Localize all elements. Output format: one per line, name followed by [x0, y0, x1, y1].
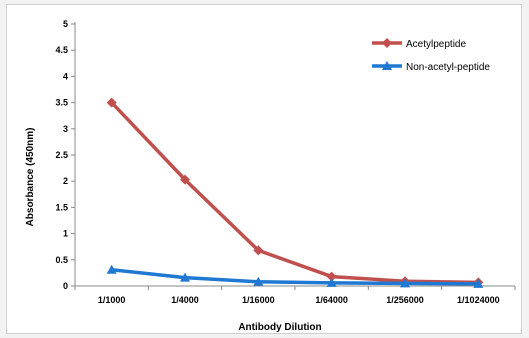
x-tick-label: 1/16000 — [242, 295, 275, 305]
series-layer — [106, 97, 484, 288]
x-axis: 1/1000 1/4000 1/16000 1/64000 1/256000 1/1024… — [74, 285, 516, 305]
chart-frame — [6, 4, 522, 334]
y-axis: 0 0.5 1 1.5 2 2.5 3 3.5 4 4.5 5 — [55, 19, 76, 291]
x-tick-label: 1/4000 — [171, 295, 199, 305]
x-axis-title: Antibody Dilution — [238, 322, 321, 333]
y-tick-label: 3 — [63, 124, 68, 134]
data-point-acetylpeptide — [180, 174, 190, 185]
y-tick-label: 0 — [63, 281, 68, 291]
y-tick-label: 1 — [63, 229, 68, 239]
y-tick-label: 1.5 — [55, 202, 68, 212]
y-tick-label: 2.5 — [55, 150, 68, 160]
data-point-acetylpeptide — [326, 271, 337, 282]
data-point-non-acetyl-peptide — [326, 277, 337, 287]
data-point-non-acetyl-peptide — [253, 276, 264, 286]
data-point-acetylpeptide — [106, 97, 117, 108]
data-point-non-acetyl-peptide — [400, 278, 410, 288]
y-tick-label: 3.5 — [55, 98, 68, 108]
legend-marker-non-acetyl-peptide — [382, 61, 392, 70]
x-tick-label: 1/1024000 — [457, 295, 500, 305]
y-tick-label: 2 — [63, 176, 68, 186]
data-point-acetylpeptide — [253, 245, 264, 256]
series-line-acetylpeptide — [110, 101, 479, 285]
x-tick-label: 1/1000 — [98, 295, 126, 305]
y-tick-label: 5 — [63, 19, 68, 29]
y-axis-title: Absorbance (450nm) — [25, 128, 36, 227]
y-tick-label: 0.5 — [55, 255, 68, 265]
legend: Acetylpeptide Non-acetyl-peptide — [372, 38, 490, 73]
x-tick-label: 1/64000 — [315, 295, 348, 305]
data-point-non-acetyl-peptide — [473, 278, 484, 288]
y-tick-label: 4 — [63, 71, 68, 81]
y-tick-label: 4.5 — [55, 45, 68, 55]
x-tick-label: 1/256000 — [386, 295, 424, 305]
series-line-non-acetyl-peptide — [111, 268, 479, 286]
data-point-non-acetyl-peptide — [180, 272, 190, 282]
legend-marker-acetylpeptide — [382, 38, 392, 48]
legend-label-non-acetyl-peptide: Non-acetyl-peptide — [406, 62, 490, 73]
legend-label-acetylpeptide: Acetylpeptide — [406, 39, 466, 50]
data-point-non-acetyl-peptide — [106, 264, 117, 274]
